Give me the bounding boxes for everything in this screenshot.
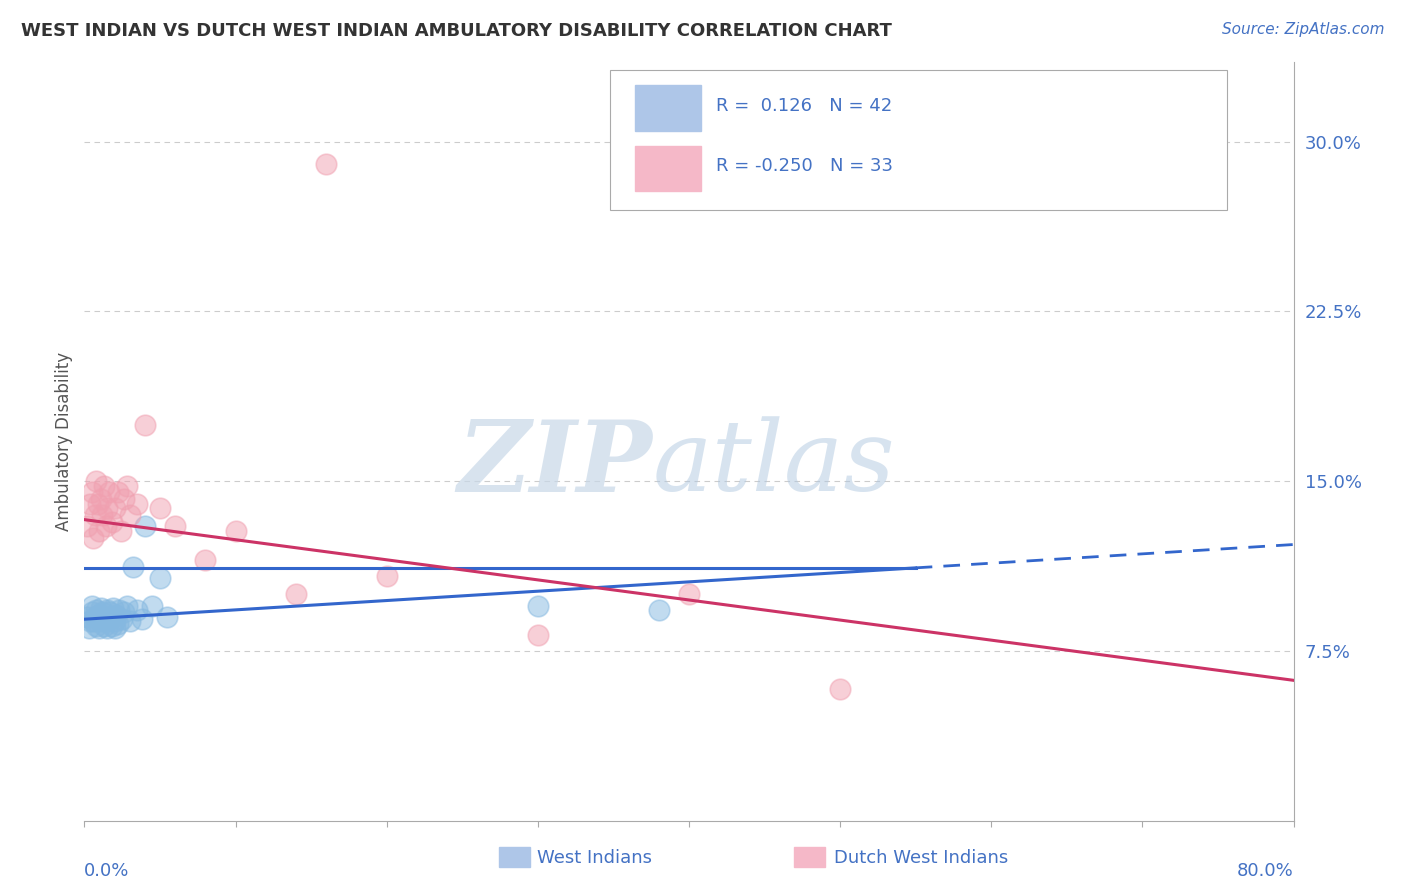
Text: atlas: atlas: [652, 417, 896, 512]
Text: R =  0.126   N = 42: R = 0.126 N = 42: [716, 96, 891, 115]
Point: [100, 610, 122, 624]
Point: [648, 603, 671, 617]
Point: [94, 519, 117, 533]
Point: [156, 610, 179, 624]
Text: Dutch West Indians: Dutch West Indians: [834, 849, 1008, 867]
Point: [86, 619, 108, 633]
Text: WEST INDIAN VS DUTCH WEST INDIAN AMBULATORY DISABILITY CORRELATION CHART: WEST INDIAN VS DUTCH WEST INDIAN AMBULAT…: [21, 22, 891, 40]
Point: [104, 501, 127, 516]
Point: [100, 515, 122, 529]
Point: [100, 619, 122, 633]
Point: [87, 612, 110, 626]
Point: [131, 612, 153, 626]
Point: [77, 621, 100, 635]
Point: [79, 497, 101, 511]
Text: 0.0%: 0.0%: [84, 863, 129, 880]
Point: [527, 628, 550, 642]
Point: [84, 508, 107, 522]
Point: [134, 519, 156, 533]
Point: [80, 599, 103, 613]
Point: [101, 600, 124, 615]
Point: [80, 606, 103, 620]
Point: [98, 606, 121, 620]
Point: [127, 497, 149, 511]
Y-axis label: Ambulatory Disability: Ambulatory Disability: [55, 352, 73, 531]
Point: [87, 497, 110, 511]
Point: [285, 587, 308, 601]
Point: [115, 478, 138, 492]
Point: [165, 519, 187, 533]
Point: [108, 603, 131, 617]
Point: [527, 599, 550, 613]
Point: [90, 492, 112, 507]
Point: [121, 560, 143, 574]
Point: [96, 603, 118, 617]
Point: [76, 610, 98, 624]
Text: West Indians: West Indians: [537, 849, 652, 867]
Point: [96, 621, 118, 635]
Point: [91, 615, 114, 629]
Point: [134, 417, 156, 432]
Point: [225, 524, 247, 538]
Point: [76, 519, 98, 533]
Point: [89, 607, 111, 622]
Point: [112, 606, 135, 620]
Point: [90, 600, 112, 615]
Point: [86, 603, 108, 617]
Point: [104, 621, 127, 635]
Point: [82, 531, 104, 545]
Point: [80, 485, 103, 500]
Text: ZIP: ZIP: [458, 416, 652, 513]
Point: [112, 492, 135, 507]
Point: [82, 615, 104, 629]
Point: [86, 474, 108, 488]
Point: [115, 599, 138, 613]
Point: [97, 612, 120, 626]
Point: [105, 607, 128, 622]
Point: [104, 615, 127, 629]
Text: R = -0.250   N = 33: R = -0.250 N = 33: [716, 157, 893, 176]
Bar: [634, 145, 702, 191]
Point: [107, 616, 129, 631]
Point: [97, 485, 120, 500]
Point: [110, 524, 132, 538]
Point: [107, 485, 129, 500]
Point: [127, 603, 149, 617]
Point: [375, 569, 398, 583]
Point: [194, 553, 217, 567]
Point: [149, 501, 172, 516]
Point: [96, 501, 118, 516]
Point: [91, 508, 114, 522]
Point: [830, 682, 852, 697]
Point: [141, 599, 163, 613]
Point: [678, 587, 700, 601]
Point: [93, 619, 115, 633]
Point: [89, 524, 111, 538]
Text: Source: ZipAtlas.com: Source: ZipAtlas.com: [1222, 22, 1385, 37]
Point: [89, 621, 111, 635]
Point: [315, 157, 337, 171]
Bar: [634, 85, 702, 130]
Text: 80.0%: 80.0%: [1237, 863, 1294, 880]
Point: [84, 610, 107, 624]
Point: [94, 610, 117, 624]
Point: [91, 606, 114, 620]
Point: [149, 572, 172, 586]
Point: [118, 615, 141, 629]
Point: [111, 612, 134, 626]
FancyBboxPatch shape: [610, 70, 1227, 211]
Point: [118, 508, 141, 522]
Point: [93, 478, 115, 492]
Point: [79, 615, 101, 629]
